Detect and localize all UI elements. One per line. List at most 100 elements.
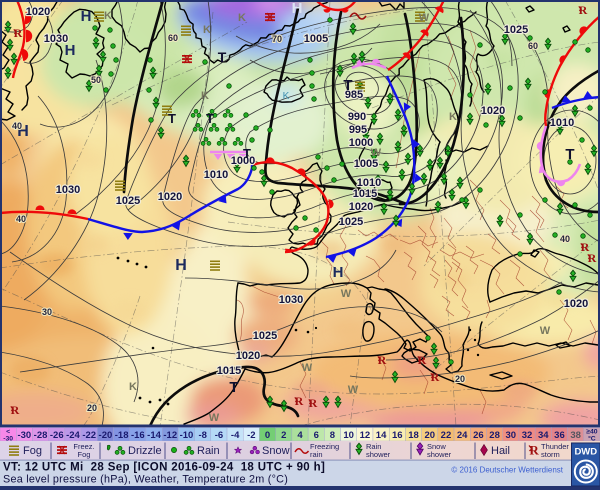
svg-text:K: K — [449, 111, 457, 123]
svg-text:18: 18 — [408, 430, 419, 441]
svg-text:Snow: Snow — [262, 445, 290, 457]
svg-text:Thunder: Thunder — [541, 442, 569, 451]
svg-text:T: T — [243, 146, 251, 161]
svg-text:1020: 1020 — [564, 298, 588, 310]
svg-text:≥40: ≥40 — [586, 429, 598, 436]
svg-text:1025: 1025 — [116, 195, 140, 207]
svg-text:16: 16 — [392, 430, 403, 441]
svg-text:1020: 1020 — [236, 350, 260, 362]
svg-text:10: 10 — [343, 430, 354, 441]
svg-text:2: 2 — [281, 430, 286, 441]
svg-text:1010: 1010 — [204, 169, 228, 181]
svg-text:shower: shower — [427, 450, 452, 459]
svg-text:30: 30 — [42, 307, 52, 317]
svg-text:Rain: Rain — [366, 442, 381, 451]
svg-text:-16: -16 — [131, 430, 145, 441]
svg-text:50: 50 — [91, 75, 101, 85]
svg-text:1030: 1030 — [279, 294, 303, 306]
svg-text:H: H — [17, 123, 29, 140]
svg-text:985: 985 — [345, 89, 363, 101]
svg-text:990: 990 — [348, 111, 366, 123]
svg-text:1020: 1020 — [158, 191, 182, 203]
svg-text:1000: 1000 — [349, 137, 373, 149]
svg-text:rain: rain — [310, 450, 323, 459]
svg-text:K: K — [238, 12, 246, 24]
svg-text:995: 995 — [349, 124, 367, 136]
svg-text:W: W — [371, 147, 382, 159]
svg-text:T: T — [343, 77, 352, 94]
svg-text:Drizzle: Drizzle — [128, 445, 162, 457]
svg-text:W: W — [209, 412, 220, 424]
svg-text:-2: -2 — [247, 430, 255, 441]
svg-text:-30: -30 — [3, 435, 13, 442]
svg-text:36: 36 — [554, 430, 565, 441]
svg-text:20: 20 — [424, 430, 435, 441]
svg-text:1005: 1005 — [354, 158, 378, 170]
svg-text:70: 70 — [272, 34, 282, 44]
svg-text:W: W — [302, 362, 313, 374]
svg-text:-30: -30 — [17, 430, 31, 441]
svg-text:1025: 1025 — [504, 24, 528, 36]
svg-text:W: W — [540, 325, 551, 337]
svg-text:1020: 1020 — [349, 201, 373, 213]
svg-text:T: T — [565, 146, 574, 163]
svg-text:60: 60 — [168, 33, 178, 43]
svg-text:-24: -24 — [66, 430, 80, 441]
svg-text:W: W — [341, 288, 352, 300]
svg-text:Rain: Rain — [197, 445, 220, 457]
svg-text:28: 28 — [489, 430, 500, 441]
svg-text:-10: -10 — [180, 430, 194, 441]
svg-text:1010: 1010 — [357, 177, 381, 189]
svg-text:-22: -22 — [82, 430, 96, 441]
svg-text:40: 40 — [16, 214, 26, 224]
svg-text:1015: 1015 — [217, 365, 241, 377]
svg-text:8: 8 — [330, 430, 335, 441]
svg-text:T: T — [206, 111, 214, 126]
svg-text:-28: -28 — [34, 430, 48, 441]
svg-text:H: H — [292, 0, 303, 17]
svg-text:6: 6 — [314, 430, 319, 441]
svg-text:26: 26 — [473, 430, 484, 441]
svg-text:K: K — [104, 10, 112, 22]
svg-text:H: H — [333, 264, 344, 281]
svg-text:W: W — [348, 384, 359, 396]
svg-text:1000: 1000 — [231, 155, 255, 167]
svg-text:1020: 1020 — [481, 105, 505, 117]
svg-text:DWD: DWD — [574, 447, 597, 458]
svg-text:H: H — [81, 8, 92, 25]
svg-text:12: 12 — [360, 430, 371, 441]
svg-text:40: 40 — [12, 121, 22, 131]
svg-text:1030: 1030 — [56, 184, 80, 196]
svg-text:K: K — [283, 91, 290, 102]
svg-text:32: 32 — [522, 430, 533, 441]
svg-text:H: H — [65, 42, 76, 59]
svg-text:0: 0 — [265, 430, 270, 441]
svg-text:1020: 1020 — [26, 6, 50, 18]
svg-text:1025: 1025 — [339, 216, 363, 228]
svg-text:1005: 1005 — [304, 33, 328, 45]
svg-text:1030: 1030 — [44, 33, 68, 45]
svg-text:1025: 1025 — [253, 330, 277, 342]
svg-text:Freezing: Freezing — [310, 442, 339, 451]
svg-text:shower: shower — [366, 450, 391, 459]
svg-text:-4: -4 — [231, 430, 240, 441]
svg-text:H: H — [175, 257, 187, 274]
svg-text:60: 60 — [528, 41, 538, 51]
svg-text:-26: -26 — [50, 430, 64, 441]
svg-text:-14: -14 — [147, 430, 161, 441]
svg-text:°C: °C — [588, 434, 596, 442]
svg-text:Fog: Fog — [23, 445, 42, 457]
svg-text:K: K — [203, 24, 211, 36]
svg-text:-12: -12 — [163, 430, 177, 441]
svg-text:storm: storm — [541, 450, 560, 459]
svg-text:-20: -20 — [99, 430, 113, 441]
svg-text:-8: -8 — [198, 430, 206, 441]
svg-text:-18: -18 — [115, 430, 129, 441]
svg-text:K: K — [129, 381, 137, 393]
svg-text:R: R — [529, 443, 539, 458]
svg-text:Hail: Hail — [491, 445, 510, 457]
svg-text:34: 34 — [538, 430, 549, 441]
svg-text:Freez.: Freez. — [73, 442, 94, 451]
svg-text:1010: 1010 — [550, 117, 574, 129]
svg-text:38: 38 — [570, 430, 581, 441]
